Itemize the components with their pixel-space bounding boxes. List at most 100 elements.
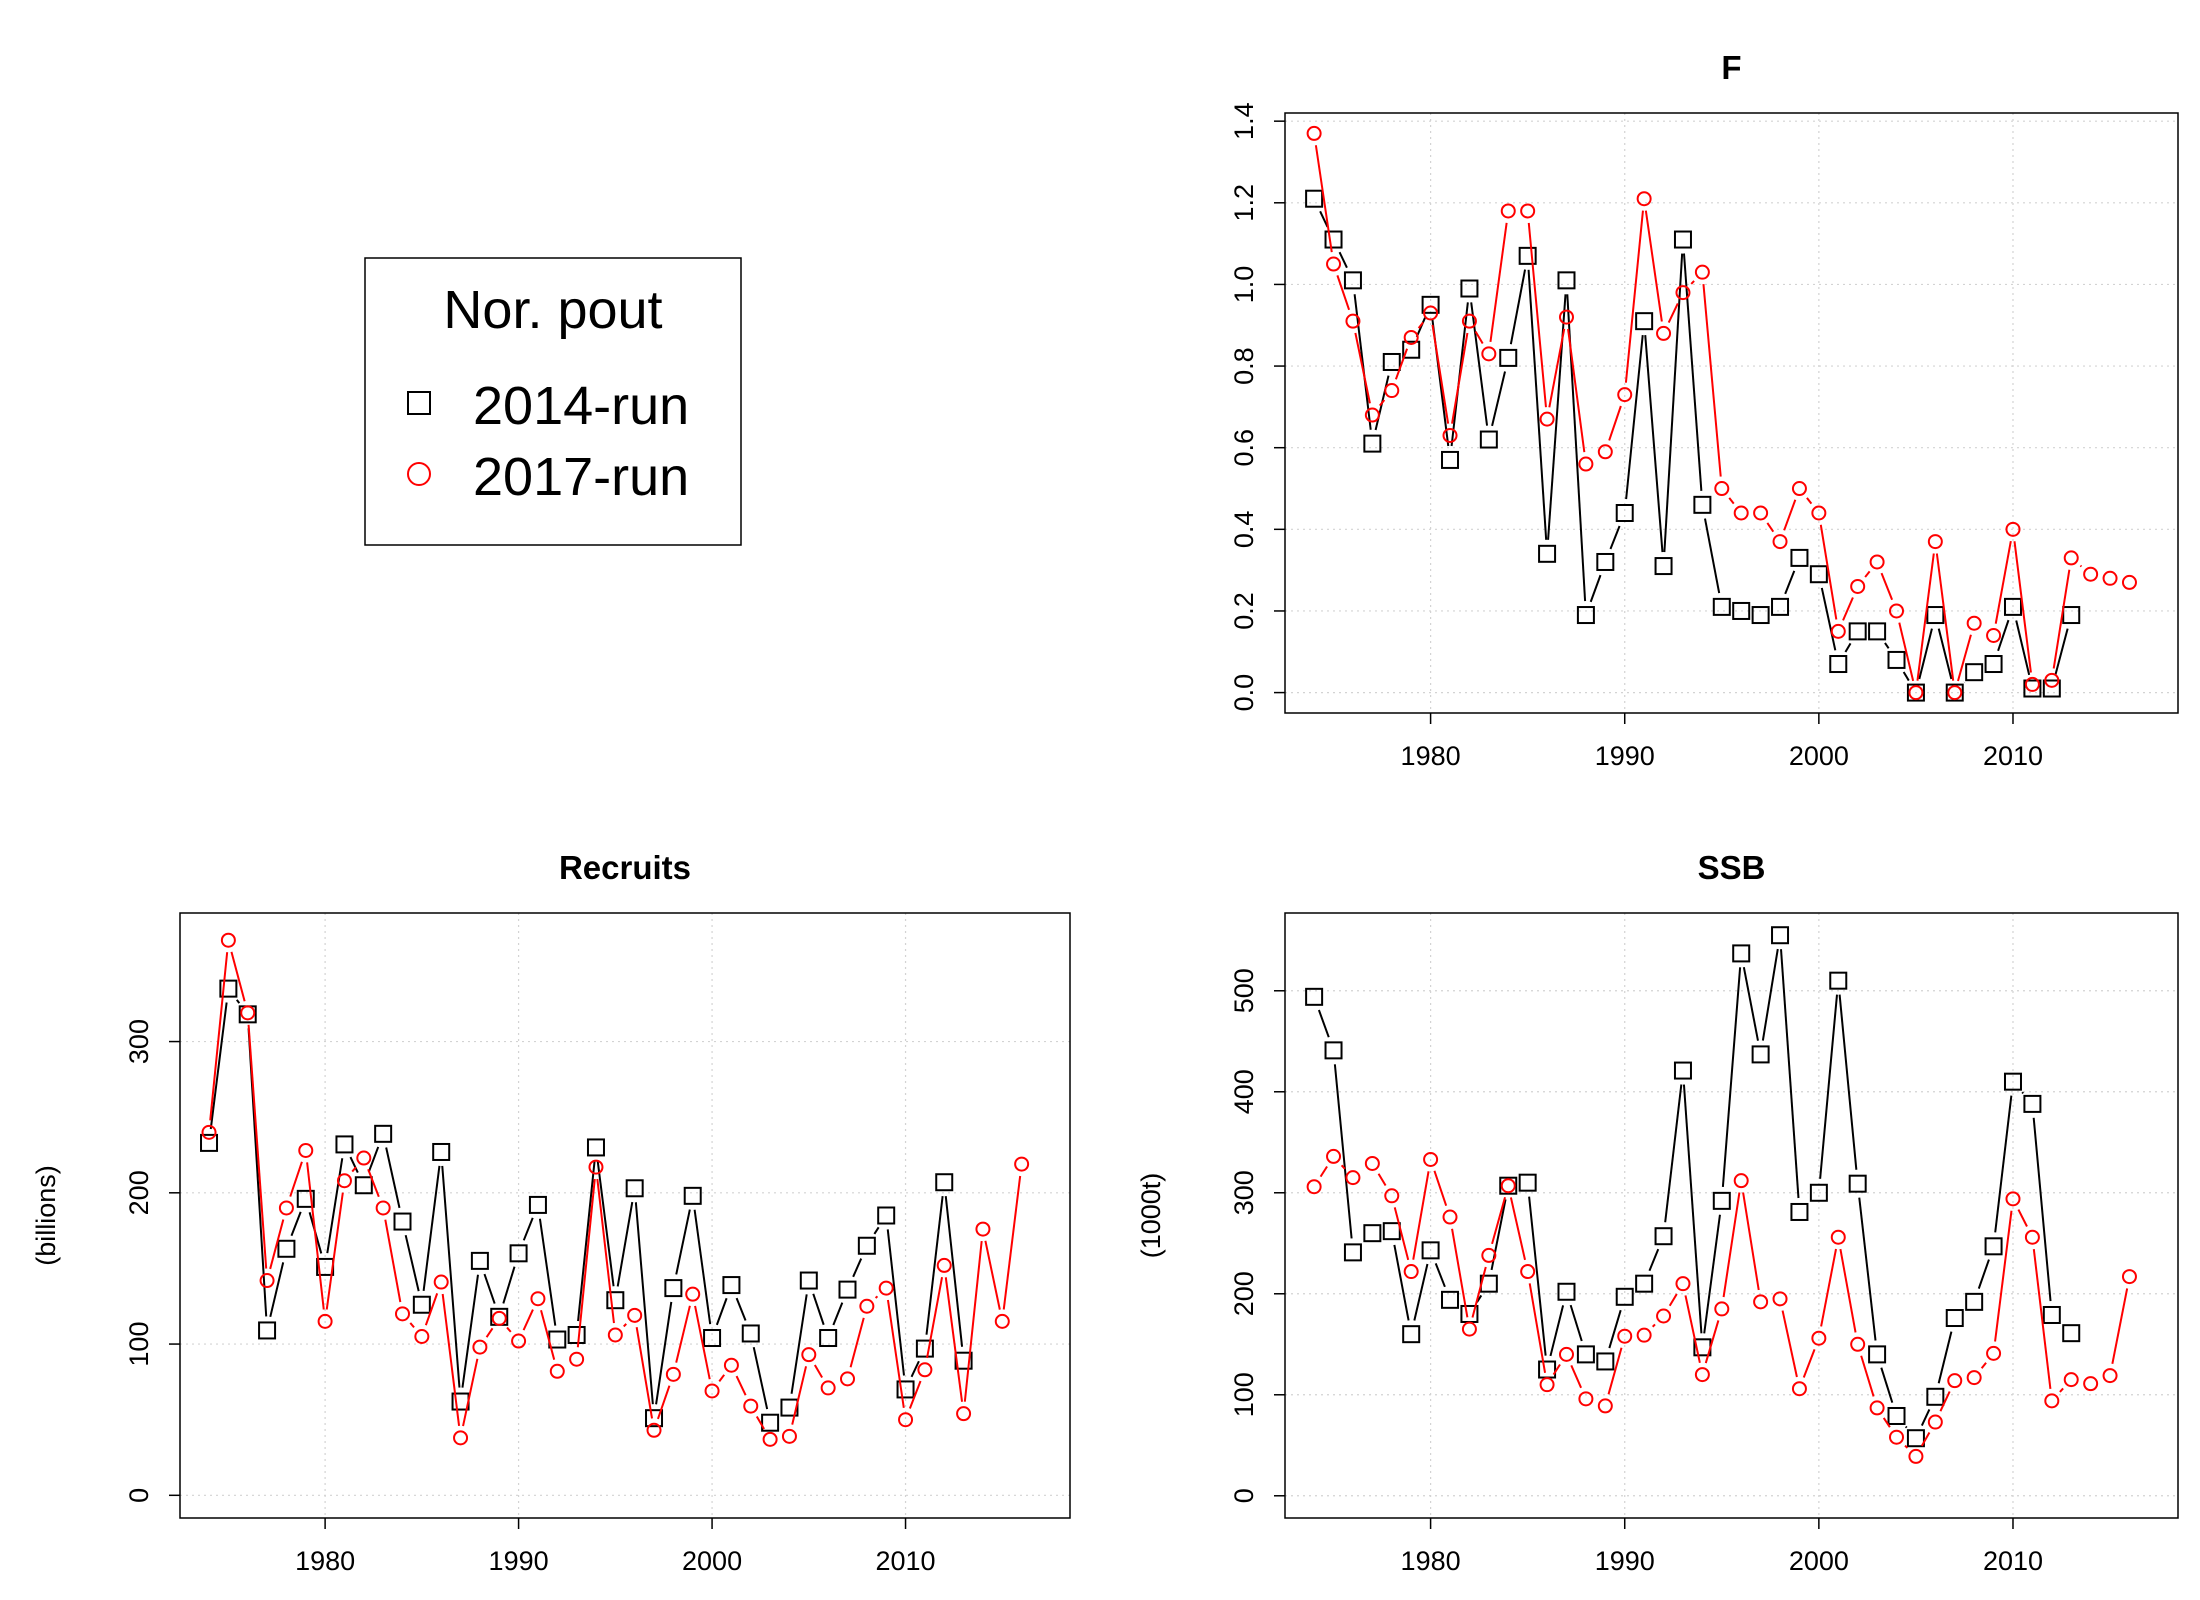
series-line-segment bbox=[1433, 1170, 1448, 1206]
data-point-circle bbox=[1753, 505, 1769, 521]
x-tick-label: 2010 bbox=[1983, 741, 2043, 771]
series-line-segment bbox=[209, 1002, 228, 1130]
data-point-square bbox=[1596, 1352, 1615, 1371]
data-point-circle bbox=[1869, 554, 1885, 570]
series-line-segment bbox=[306, 1162, 325, 1310]
series-line-segment bbox=[1431, 324, 1450, 424]
data-point-square bbox=[1887, 650, 1906, 669]
data-point-circle bbox=[1481, 346, 1497, 362]
series-line-segment bbox=[1412, 1171, 1430, 1260]
series-line-segment bbox=[1470, 302, 1489, 426]
series-line-segment bbox=[675, 1209, 691, 1275]
series-line-segment bbox=[1806, 497, 1813, 505]
series-line-segment bbox=[873, 1226, 880, 1235]
series-line-segment bbox=[791, 1366, 808, 1425]
legend-title: Nor. pout bbox=[443, 280, 662, 340]
series-line-segment bbox=[1624, 210, 1644, 383]
series-line-segment bbox=[1570, 1364, 1583, 1389]
series-line-segment bbox=[1994, 540, 2012, 624]
series-line-segment bbox=[1567, 328, 1586, 453]
data-point-circle bbox=[1442, 1209, 1458, 1225]
y-tick-label: 200 bbox=[124, 1170, 154, 1215]
data-point-circle bbox=[1889, 603, 1905, 619]
data-point-square bbox=[819, 1329, 838, 1348]
series-line-segment bbox=[1819, 994, 1838, 1179]
series-line-segment bbox=[1609, 525, 1621, 550]
data-point-square bbox=[1673, 230, 1692, 249]
data-point-square bbox=[586, 1138, 605, 1157]
data-point-circle bbox=[2102, 570, 2118, 586]
series-line-segment bbox=[1474, 330, 1484, 345]
data-point-square bbox=[1615, 504, 1634, 522]
data-point-circle bbox=[1539, 1377, 1555, 1393]
series-2014-run bbox=[1305, 926, 2081, 1448]
series-line-segment bbox=[325, 1192, 344, 1310]
series-line-segment bbox=[1997, 619, 2010, 652]
series-line-segment bbox=[1527, 269, 1548, 540]
data-point-square bbox=[1363, 1224, 1382, 1243]
series-line-segment bbox=[944, 1277, 964, 1402]
data-point-square bbox=[1906, 1429, 1925, 1448]
series-line-segment bbox=[596, 1178, 615, 1324]
data-point-circle bbox=[375, 1200, 391, 1216]
series-line-segment bbox=[1413, 1263, 1429, 1321]
chart-f: F 1980 1990 2000 2010 0.0 0.2 0.4 0.6 0.8 1.0 1.2 1.… bbox=[1229, 49, 2179, 771]
data-point-square bbox=[1305, 189, 1324, 208]
series-line-segment bbox=[209, 952, 229, 1121]
data-point-square bbox=[1576, 1345, 1595, 1364]
data-point-square bbox=[374, 1124, 393, 1143]
data-point-circle bbox=[240, 1005, 256, 1021]
data-point-square bbox=[1945, 683, 1964, 702]
series-line-segment bbox=[1607, 1347, 1623, 1395]
series-line-segment bbox=[409, 1322, 415, 1329]
series-line-segment bbox=[1682, 253, 1703, 491]
series-line-segment bbox=[1002, 1175, 1022, 1310]
data-point-circle bbox=[1617, 387, 1633, 403]
data-point-circle bbox=[1403, 329, 1419, 345]
series-line-segment bbox=[1336, 275, 1351, 311]
data-point-circle bbox=[898, 1412, 914, 1428]
series-line-segment bbox=[655, 1301, 673, 1405]
data-point-circle bbox=[201, 1124, 217, 1140]
series-line-segment bbox=[1904, 1444, 1909, 1449]
series-line-segment bbox=[1882, 1417, 1891, 1428]
data-point-circle bbox=[453, 1430, 469, 1446]
data-point-square bbox=[1926, 606, 1945, 625]
series-line-segment bbox=[694, 1305, 711, 1380]
series-line-segment bbox=[2032, 1249, 2052, 1390]
plot-frame bbox=[1284, 912, 2179, 1519]
data-point-square bbox=[1984, 1237, 2003, 1256]
series-line-segment bbox=[422, 1165, 441, 1291]
series-line-segment bbox=[1702, 284, 1722, 477]
data-point-square bbox=[1712, 1191, 1731, 1210]
data-point-square bbox=[1945, 1309, 1964, 1328]
data-point-circle bbox=[1772, 534, 1788, 550]
data-point-circle bbox=[1597, 1398, 1613, 1414]
data-point-circle bbox=[762, 1431, 778, 1447]
data-point-square bbox=[1363, 434, 1382, 453]
series-line-segment bbox=[852, 1258, 863, 1278]
data-point-circle bbox=[1617, 1328, 1633, 1344]
series-line-segment bbox=[461, 1274, 479, 1388]
data-point-circle bbox=[627, 1307, 643, 1323]
series-line-segment bbox=[1377, 1173, 1387, 1187]
data-point-circle bbox=[1636, 191, 1652, 207]
series-line-segment bbox=[1415, 317, 1426, 338]
series-line-segment bbox=[2052, 569, 2071, 669]
series-line-segment bbox=[1880, 1367, 1894, 1403]
y-tick-label: 300 bbox=[1229, 1170, 1259, 1215]
series-line-segment bbox=[1690, 280, 1695, 285]
data-point-circle bbox=[2044, 672, 2060, 688]
series-line-segment bbox=[886, 1229, 905, 1376]
data-point-circle bbox=[2121, 1269, 2137, 1285]
series-line-segment bbox=[1939, 1391, 1951, 1412]
series-line-segment bbox=[1780, 949, 1800, 1199]
data-point-square bbox=[2003, 597, 2022, 616]
series-line-segment bbox=[576, 1178, 596, 1348]
data-point-circle bbox=[1889, 1429, 1905, 1445]
series-line-segment bbox=[1783, 499, 1797, 531]
data-point-square bbox=[1965, 1292, 1984, 1311]
data-point-square bbox=[915, 1339, 934, 1358]
data-point-circle bbox=[704, 1383, 720, 1399]
y-tick-label: 300 bbox=[124, 1019, 154, 1064]
